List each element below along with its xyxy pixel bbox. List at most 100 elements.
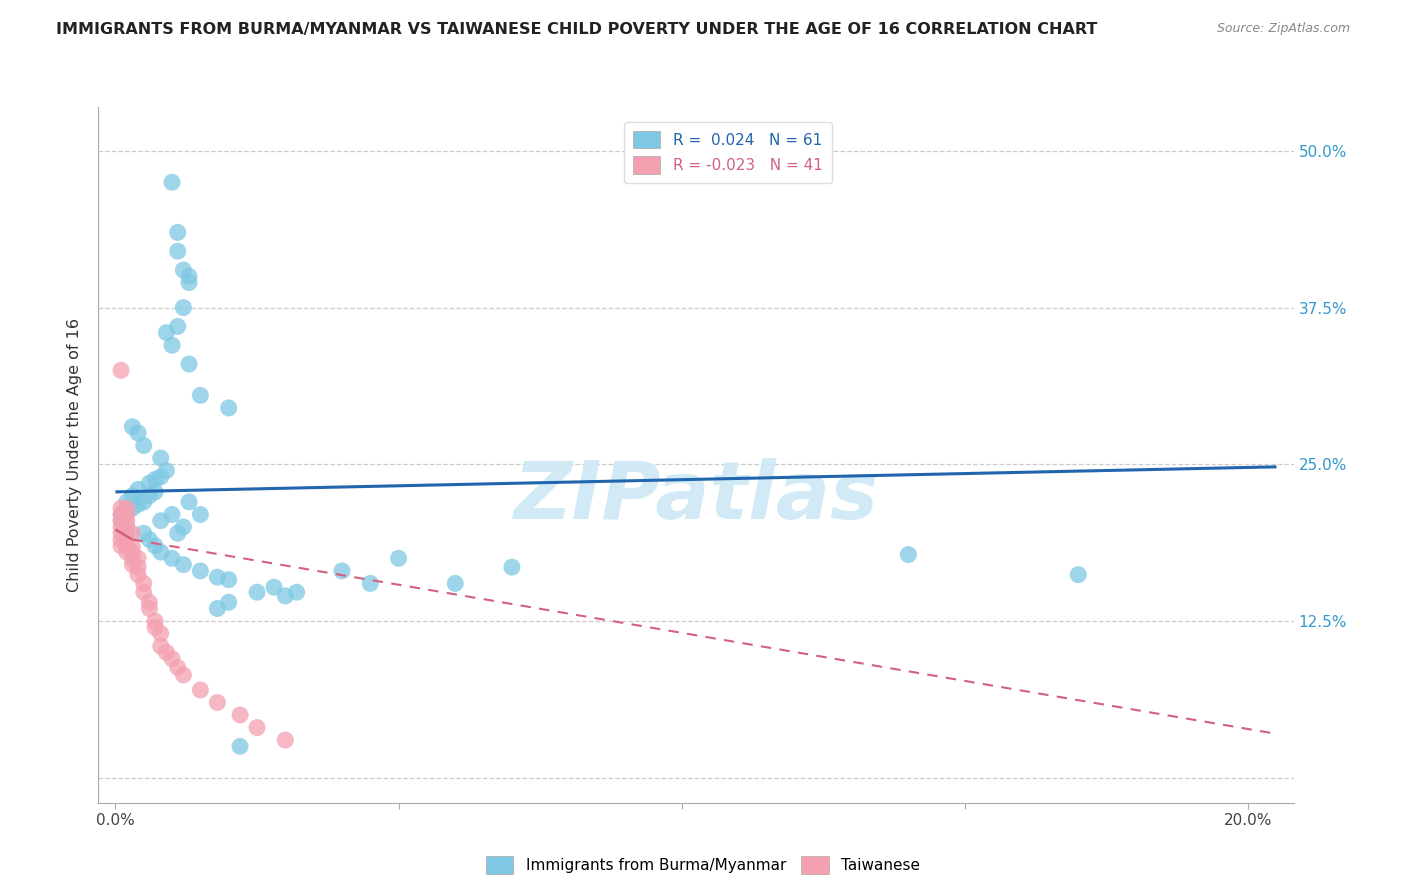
Point [246, 585, 269, 599]
Point [127, 567, 149, 582]
Point [172, 263, 194, 277]
Point [177, 357, 200, 371]
Point [207, 570, 229, 584]
Text: IMMIGRANTS FROM BURMA/MYANMAR VS TAIWANESE CHILD POVERTY UNDER THE AGE OF 16 COR: IMMIGRANTS FROM BURMA/MYANMAR VS TAIWANE… [56, 22, 1098, 37]
Point [121, 526, 143, 541]
Point [149, 545, 172, 559]
Legend: R =  0.024   N = 61, R = -0.023   N = 41: R = 0.024 N = 61, R = -0.023 N = 41 [624, 121, 832, 183]
Point [110, 539, 132, 553]
Point [166, 319, 188, 334]
Point [115, 526, 138, 541]
Point [121, 558, 143, 572]
Point [190, 683, 212, 698]
Point [127, 425, 149, 440]
Point [115, 505, 138, 519]
Point [121, 501, 143, 516]
Point [218, 595, 240, 609]
Point [218, 401, 240, 415]
Point [121, 551, 143, 566]
Point [149, 639, 172, 653]
Point [132, 585, 155, 599]
Point [121, 539, 143, 553]
Point [110, 508, 132, 522]
Point [172, 668, 194, 682]
Point [207, 696, 229, 710]
Point [121, 489, 143, 503]
Point [172, 558, 194, 572]
Point [110, 501, 132, 516]
Point [155, 645, 177, 659]
Point [110, 514, 132, 528]
Text: ZIPatlas: ZIPatlas [513, 458, 879, 536]
Y-axis label: Child Poverty Under the Age of 16: Child Poverty Under the Age of 16 [67, 318, 83, 592]
Point [166, 660, 188, 674]
Point [246, 721, 269, 735]
Point [166, 244, 188, 259]
Point [155, 326, 177, 340]
Point [115, 514, 138, 528]
Point [177, 276, 200, 290]
Point [274, 589, 297, 603]
Point [138, 601, 160, 615]
Point [143, 539, 166, 553]
Point [155, 464, 177, 478]
Point [127, 498, 149, 512]
Point [115, 501, 138, 516]
Point [143, 484, 166, 499]
Point [501, 560, 523, 574]
Point [127, 560, 149, 574]
Point [115, 533, 138, 547]
Point [160, 338, 183, 352]
Legend: Immigrants from Burma/Myanmar, Taiwanese: Immigrants from Burma/Myanmar, Taiwanese [479, 850, 927, 880]
Point [115, 508, 138, 522]
Point [138, 476, 160, 491]
Point [388, 551, 411, 566]
Point [110, 533, 132, 547]
Point [177, 495, 200, 509]
Point [190, 564, 212, 578]
Point [160, 651, 183, 665]
Point [172, 520, 194, 534]
Point [229, 739, 252, 754]
Point [330, 564, 353, 578]
Point [359, 576, 381, 591]
Point [160, 508, 183, 522]
Point [190, 508, 212, 522]
Point [274, 733, 297, 747]
Point [132, 526, 155, 541]
Point [138, 533, 160, 547]
Point [127, 483, 149, 497]
Point [190, 388, 212, 402]
Point [115, 545, 138, 559]
Point [115, 520, 138, 534]
Point [132, 576, 155, 591]
Point [132, 438, 155, 452]
Point [285, 585, 308, 599]
Point [132, 495, 155, 509]
Point [138, 489, 160, 503]
Point [110, 363, 132, 377]
Point [172, 301, 194, 315]
Point [160, 551, 183, 566]
Point [115, 539, 138, 553]
Point [444, 576, 467, 591]
Point [229, 708, 252, 723]
Point [263, 580, 285, 594]
Point [160, 175, 183, 189]
Point [143, 620, 166, 634]
Point [110, 508, 132, 522]
Point [110, 520, 132, 534]
Point [218, 573, 240, 587]
Point [897, 548, 920, 562]
Point [138, 595, 160, 609]
Text: Source: ZipAtlas.com: Source: ZipAtlas.com [1216, 22, 1350, 36]
Point [149, 451, 172, 466]
Point [143, 472, 166, 486]
Point [177, 269, 200, 284]
Point [166, 226, 188, 240]
Point [143, 614, 166, 628]
Point [121, 419, 143, 434]
Point [149, 514, 172, 528]
Point [121, 545, 143, 559]
Point [149, 470, 172, 484]
